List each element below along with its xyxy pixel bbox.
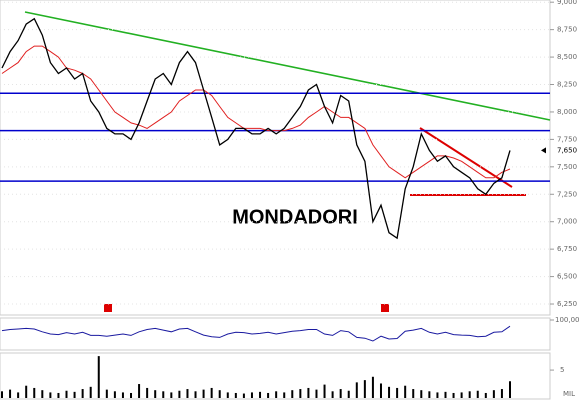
y-tick-label: 8,750	[557, 26, 577, 34]
volume-bar	[363, 380, 366, 398]
volume-bar	[89, 386, 92, 398]
volume-bar	[81, 389, 84, 398]
volume-bar	[146, 387, 149, 398]
volume-bar	[162, 391, 165, 398]
volume-bar	[315, 389, 318, 398]
volume-bar	[113, 391, 116, 398]
volume-bar	[492, 390, 495, 398]
y-tick-label: 8,000	[557, 108, 577, 116]
volume-bar	[242, 393, 245, 398]
chart-title: MONDADORI	[232, 206, 358, 228]
signal-marker	[381, 304, 389, 312]
volume-bar	[388, 386, 391, 398]
volume-bar	[452, 392, 455, 398]
volume-bar	[226, 392, 229, 398]
volume-bar	[154, 390, 157, 398]
volume-bar	[412, 389, 415, 398]
y-tick-label: 8,250	[557, 81, 577, 89]
volume-bar	[17, 392, 20, 398]
volume-bar	[33, 387, 36, 398]
volume-bar	[49, 392, 52, 398]
volume-bar	[275, 391, 278, 398]
volume-bar	[218, 390, 221, 398]
volume-bar	[130, 392, 133, 398]
trendline	[419, 127, 513, 188]
volume-bar	[484, 392, 487, 398]
volume-bar	[468, 391, 471, 398]
y-tick-label: 6,250	[557, 300, 577, 308]
volume-bar	[178, 390, 181, 398]
volume-bar	[299, 389, 302, 398]
volume-bar	[97, 356, 100, 398]
volume-bar	[396, 387, 399, 398]
volume-bar	[259, 391, 262, 398]
signal-marker	[104, 304, 112, 312]
volume-bar	[323, 384, 326, 398]
volume-bar	[347, 390, 350, 398]
volume-bar	[210, 387, 213, 398]
price-flag	[541, 147, 546, 154]
volume-bar	[444, 391, 447, 398]
y-tick-label: 6,750	[557, 245, 577, 253]
volume-bar	[138, 384, 141, 398]
last-price-label: 7,650	[557, 146, 577, 154]
price-line	[1, 17, 511, 240]
volume-bar	[331, 391, 334, 398]
volume-bar	[9, 389, 12, 398]
volume-bar	[234, 392, 237, 398]
volume-bar	[509, 381, 511, 398]
volume-bar	[202, 389, 205, 398]
volume-bar	[267, 392, 270, 398]
volume-bar	[194, 391, 197, 398]
oscillator-line	[1, 325, 511, 342]
volume-bar	[25, 385, 28, 398]
volume-bar	[57, 392, 60, 398]
price-line	[1, 45, 511, 179]
volume-bar	[339, 389, 342, 398]
volume-bar	[379, 383, 382, 398]
volume-bar	[250, 392, 253, 398]
volume-bar	[121, 392, 124, 398]
volume-bar	[41, 390, 44, 398]
y-tick-label: 6,500	[557, 273, 577, 281]
volume-bar	[170, 392, 173, 398]
volume-unit: MIL	[563, 390, 575, 398]
y-tick-label: 8,500	[557, 53, 577, 61]
volume-bar	[371, 376, 374, 398]
price-panel	[0, 0, 551, 316]
volume-bar	[404, 385, 407, 398]
y-tick-label: 7,750	[557, 135, 577, 143]
volume-bar	[476, 390, 479, 398]
volume-bar	[186, 389, 189, 398]
y-tick-label: 7,250	[557, 190, 577, 198]
volume-bar	[65, 390, 68, 398]
y-tick-label: 5	[560, 366, 564, 374]
volume-bar	[73, 391, 76, 398]
y-tick-label: 7,000	[557, 218, 577, 226]
y-tick-label: 9,000	[557, 0, 577, 6]
volume-bar	[1, 391, 3, 398]
volume-bar	[355, 382, 358, 398]
volume-bar	[460, 392, 463, 398]
volume-bar	[500, 389, 503, 398]
y-tick-label: 7,500	[557, 163, 577, 171]
volume-bar	[436, 392, 439, 398]
volume-bar	[420, 390, 423, 398]
volume-bar	[428, 391, 431, 398]
volume-bar	[283, 392, 286, 398]
volume-bar	[105, 389, 108, 398]
volume-bar	[291, 390, 294, 398]
y-tick-label: 100,00	[555, 316, 580, 324]
volume-bar	[307, 387, 310, 398]
